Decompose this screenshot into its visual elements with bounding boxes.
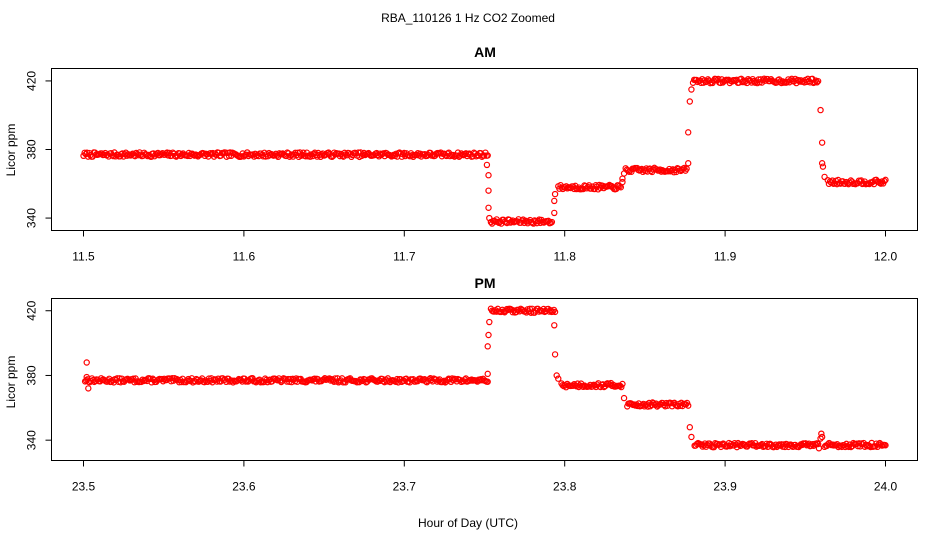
am-data-point: [551, 197, 558, 205]
am-data-point: [817, 106, 824, 114]
am-data-point: [483, 161, 491, 169]
am-data-point: [620, 170, 628, 177]
am-data-point: [551, 190, 559, 198]
pm-data-point: [882, 442, 889, 449]
am-data-point: [814, 77, 822, 85]
x-axis-label: Hour of Day (UTC): [418, 516, 518, 530]
pm-x-tick-label: 23.8: [553, 480, 577, 494]
am-y-tick-label: 420: [25, 71, 39, 91]
pm-data-point: [393, 375, 401, 383]
am-data-points: [80, 75, 889, 227]
am-data-point: [222, 149, 229, 156]
am-panel-title: AM: [474, 44, 496, 60]
pm-data-point: [818, 433, 826, 441]
am-x-tick-label: 12.0: [874, 250, 898, 264]
pm-y-tick-label: 380: [25, 365, 39, 385]
pm-data-point: [619, 380, 626, 388]
pm-data-point: [818, 430, 825, 437]
pm-data-point: [555, 375, 562, 382]
am-panel: AM Licor ppm 11.5 11.6 11.7 11.8 11.9 12.0 340…: [4, 44, 918, 264]
pm-data-point: [83, 359, 90, 366]
figure-title: RBA_110126 1 Hz CO2 Zoomed: [381, 11, 555, 25]
am-x-tick-label: 11.9: [714, 250, 737, 264]
pm-data-point: [526, 305, 534, 313]
pm-data-point: [331, 375, 339, 382]
am-axes: 11.5 11.6 11.7 11.8 11.9 12.0 340 380 420: [25, 71, 898, 264]
pm-data-point: [213, 378, 221, 385]
pm-data-point: [644, 403, 652, 410]
pm-y-tick-label: 340: [25, 430, 39, 450]
am-data-point: [683, 165, 690, 172]
am-x-tick-label: 11.7: [393, 250, 416, 264]
pm-x-tick-label: 23.7: [393, 480, 417, 494]
pm-data-point: [147, 375, 154, 383]
am-data-point: [619, 175, 626, 182]
pm-y-axis-label: Licor ppm: [4, 356, 18, 409]
am-x-tick-label: 11.5: [72, 250, 95, 264]
am-data-point: [619, 178, 626, 186]
am-data-point: [481, 152, 488, 159]
pm-data-point: [688, 433, 695, 441]
pm-data-point: [551, 351, 559, 358]
am-data-point: [207, 149, 214, 157]
pm-data-point: [83, 373, 90, 381]
am-x-tick-label: 11.6: [233, 250, 256, 264]
pm-data-point: [553, 372, 560, 379]
pm-x-tick-label: 24.0: [874, 480, 898, 494]
am-data-point: [685, 129, 692, 136]
am-x-tick-label: 11.8: [553, 250, 576, 264]
pm-data-point: [620, 394, 628, 402]
am-data-point: [818, 160, 826, 167]
am-data-point: [686, 98, 694, 105]
pm-x-tick-label: 23.9: [713, 480, 737, 494]
pm-data-point: [618, 383, 625, 391]
am-data-point: [548, 218, 556, 226]
pm-panel: PM Licor ppm 23.5 23.6 23.7 23.8 23.9 24.0 340…: [4, 275, 918, 494]
am-data-point: [882, 176, 889, 184]
am-y-axis-label: Licor ppm: [4, 124, 18, 177]
am-y-tick-label: 340: [25, 208, 39, 228]
am-plot-frame: [51, 68, 918, 231]
pm-data-point: [814, 440, 822, 448]
am-y-tick-label: 380: [25, 139, 39, 159]
am-data-point: [485, 172, 492, 179]
pm-axes: 23.5 23.6 23.7 23.8 23.9 24.0 340 380 420: [25, 300, 898, 493]
am-data-point: [851, 180, 858, 187]
pm-data-point: [484, 370, 491, 378]
am-data-point: [688, 86, 695, 93]
am-data-point: [818, 139, 826, 146]
am-data-point: [486, 214, 493, 222]
pm-data-point: [551, 322, 558, 329]
pm-panel-title: PM: [475, 275, 496, 291]
am-data-point: [485, 204, 492, 211]
am-data-point: [551, 209, 558, 217]
pm-data-point: [85, 385, 92, 392]
am-data-point: [813, 79, 821, 86]
pm-data-point: [486, 318, 493, 326]
am-data-point: [685, 160, 692, 167]
pm-data-point: [485, 331, 492, 339]
pm-data-point: [685, 402, 692, 409]
pm-x-tick-label: 23.5: [72, 480, 96, 494]
am-data-point: [819, 163, 827, 170]
pm-data-point: [686, 424, 694, 431]
am-data-point: [821, 173, 828, 181]
pm-data-point: [484, 378, 491, 385]
pm-x-tick-label: 23.6: [232, 480, 256, 494]
pm-data-point: [815, 445, 823, 452]
am-data-point: [485, 187, 492, 194]
pm-data-point: [178, 378, 185, 386]
pm-data-point: [484, 343, 491, 350]
am-data-point: [484, 152, 491, 159]
am-data-point: [81, 149, 88, 156]
pm-plot-frame: [51, 298, 918, 461]
pm-data-points: [81, 305, 889, 452]
pm-y-tick-label: 420: [25, 300, 39, 320]
am-data-point: [811, 78, 818, 86]
am-data-point: [881, 177, 888, 185]
pm-data-point: [551, 308, 559, 316]
